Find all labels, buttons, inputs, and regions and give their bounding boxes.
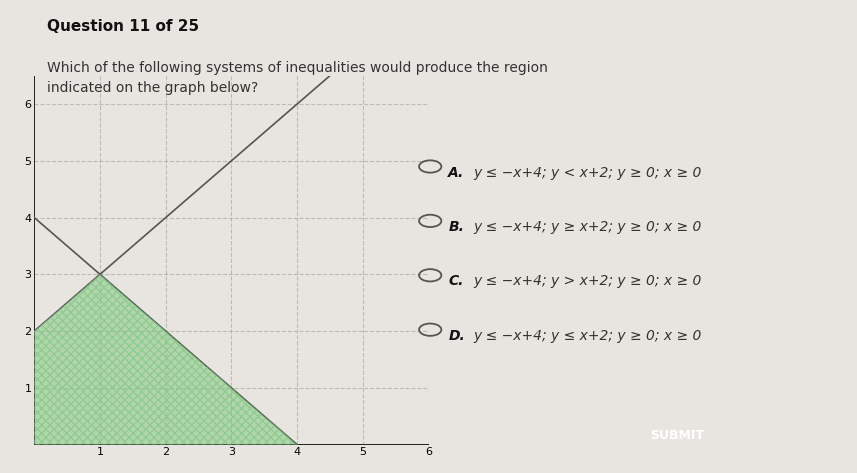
Text: y ≤ −x+4; y ≤ x+2; y ≥ 0; x ≥ 0: y ≤ −x+4; y ≤ x+2; y ≥ 0; x ≥ 0 <box>473 329 701 343</box>
Text: A.: A. <box>448 166 464 180</box>
Text: D.: D. <box>448 329 465 343</box>
Text: Which of the following systems of inequalities would produce the region
indicate: Which of the following systems of inequa… <box>47 61 548 95</box>
Text: B.: B. <box>448 220 464 234</box>
Text: y ≤ −x+4; y ≥ x+2; y ≥ 0; x ≥ 0: y ≤ −x+4; y ≥ x+2; y ≥ 0; x ≥ 0 <box>473 220 701 234</box>
Text: y ≤ −x+4; y > x+2; y ≥ 0; x ≥ 0: y ≤ −x+4; y > x+2; y ≥ 0; x ≥ 0 <box>473 274 701 289</box>
Polygon shape <box>34 274 297 445</box>
Text: C.: C. <box>448 274 464 289</box>
Text: Question 11 of 25: Question 11 of 25 <box>47 19 200 34</box>
Text: SUBMIT: SUBMIT <box>650 429 704 442</box>
Text: y ≤ −x+4; y < x+2; y ≥ 0; x ≥ 0: y ≤ −x+4; y < x+2; y ≥ 0; x ≥ 0 <box>473 166 701 180</box>
